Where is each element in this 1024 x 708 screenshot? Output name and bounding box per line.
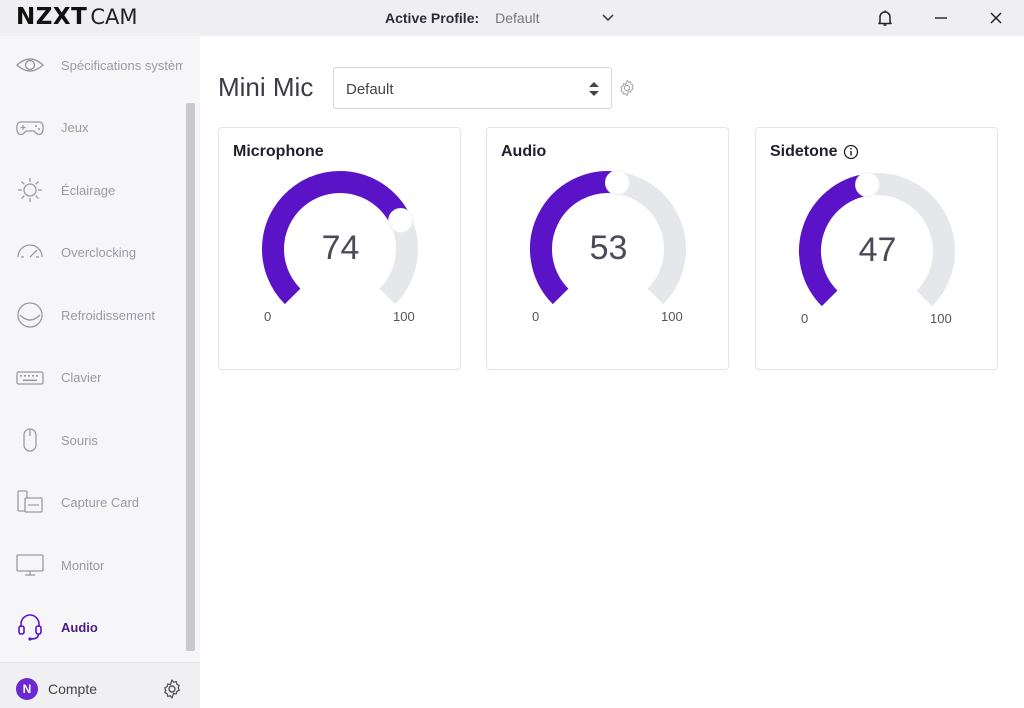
gauge-fill: [262, 171, 411, 305]
close-icon[interactable]: [984, 6, 1008, 30]
gauge-knob[interactable]: [855, 172, 881, 198]
active-profile-value: Default: [495, 10, 540, 26]
sidebar-item-label: Spécifications système: [61, 57, 183, 73]
sidebar-item-audio[interactable]: Audio: [0, 602, 186, 652]
app-logo: NZXT CAM: [16, 4, 138, 32]
sidebar-item-label: Clavier: [61, 369, 102, 385]
gauge-min-label: 0: [264, 309, 272, 324]
chevron-down-icon[interactable]: [600, 9, 616, 25]
device-title: Mini Mic: [218, 72, 314, 102]
gauge-min-label: 0: [801, 311, 809, 326]
gauge-value: 74: [321, 229, 360, 267]
microphone-gauge[interactable]: [219, 128, 462, 371]
account-label[interactable]: Compte: [48, 681, 98, 697]
sidebar-item-label: Monitor: [61, 557, 105, 573]
brand-nzxt: NZXT: [16, 4, 88, 30]
gauge-knob[interactable]: [604, 170, 630, 196]
title-bar: NZXT CAM Active Profile: Default: [0, 0, 1024, 36]
gamepad-icon: [14, 111, 46, 143]
sidebar-item-keyboard[interactable]: Clavier: [0, 352, 186, 402]
sidebar-item-label: Refroidissement: [61, 307, 155, 323]
sidetone-card: Sidetone 47 0 100: [755, 127, 998, 370]
avatar[interactable]: N: [16, 678, 38, 700]
sidebar-item-system-specs[interactable]: Spécifications système: [0, 40, 186, 90]
sidebar-item-capture-card[interactable]: Capture Card: [0, 477, 186, 527]
gear-icon[interactable]: [160, 677, 184, 701]
gauge-knob[interactable]: [388, 207, 414, 233]
sidetone-gauge[interactable]: [756, 128, 999, 371]
minimize-icon[interactable]: [929, 6, 953, 30]
sidebar-scrollbar[interactable]: [186, 103, 195, 651]
audio-gauge[interactable]: [487, 128, 730, 371]
sidebar-item-overclocking[interactable]: Overclocking: [0, 227, 186, 277]
gauge-value: 53: [589, 229, 628, 267]
sidebar-item-cooling[interactable]: Refroidissement: [0, 290, 186, 340]
audio-card: Audio 53 0 100: [486, 127, 729, 370]
sidebar-item-games[interactable]: Jeux: [0, 102, 186, 152]
gauge-max-label: 100: [661, 309, 683, 324]
cooler-icon: [14, 299, 46, 331]
gauge-min-label: 0: [532, 309, 540, 324]
sidebar-item-label: Éclairage: [61, 182, 116, 198]
brand-cam: CAM: [90, 5, 138, 29]
sidebar-item-label: Capture Card: [61, 494, 140, 510]
card-title: Microphone: [233, 143, 324, 160]
sidebar-item-label: Audio: [61, 619, 98, 635]
gauge-max-label: 100: [393, 309, 415, 324]
card-title: Audio: [501, 143, 547, 160]
sidebar-nav: Spécifications système Jeux Éclairage Ov…: [0, 36, 200, 662]
sun-icon: [14, 174, 46, 206]
monitor-icon: [14, 549, 46, 581]
account-footer: N Compte: [0, 662, 200, 708]
sidebar-item-lighting[interactable]: Éclairage: [0, 165, 186, 215]
active-profile-selector[interactable]: Active Profile: Default: [385, 0, 614, 36]
mouse-icon: [14, 424, 46, 456]
updown-arrow-icon: [589, 82, 599, 96]
sidebar-item-label: Jeux: [61, 119, 89, 135]
active-profile-label: Active Profile:: [385, 10, 480, 26]
sidebar-item-label: Overclocking: [61, 244, 137, 260]
sidebar: Spécifications système Jeux Éclairage Ov…: [0, 36, 200, 708]
headset-icon: [14, 611, 46, 643]
info-icon[interactable]: [843, 144, 859, 160]
device-profile-select[interactable]: Default: [333, 67, 612, 109]
sidebar-item-mouse[interactable]: Souris: [0, 415, 186, 465]
gauge-value: 47: [858, 231, 897, 269]
sidebar-item-label: Souris: [61, 432, 98, 448]
gauge-fill: [530, 171, 619, 305]
capture-card-icon: [14, 486, 46, 518]
microphone-card: Microphone 74 0 100: [218, 127, 461, 370]
gauge-fill: [799, 173, 870, 307]
keyboard-icon: [14, 361, 46, 393]
gear-icon[interactable]: [617, 78, 637, 98]
device-profile-value: Default: [346, 81, 394, 98]
gauge-icon: [14, 236, 46, 268]
sidebar-item-monitor[interactable]: Monitor: [0, 540, 186, 590]
gauge-max-label: 100: [930, 311, 952, 326]
eye-icon: [14, 49, 46, 81]
bell-icon[interactable]: [873, 6, 897, 30]
card-title: Sidetone: [770, 143, 859, 161]
